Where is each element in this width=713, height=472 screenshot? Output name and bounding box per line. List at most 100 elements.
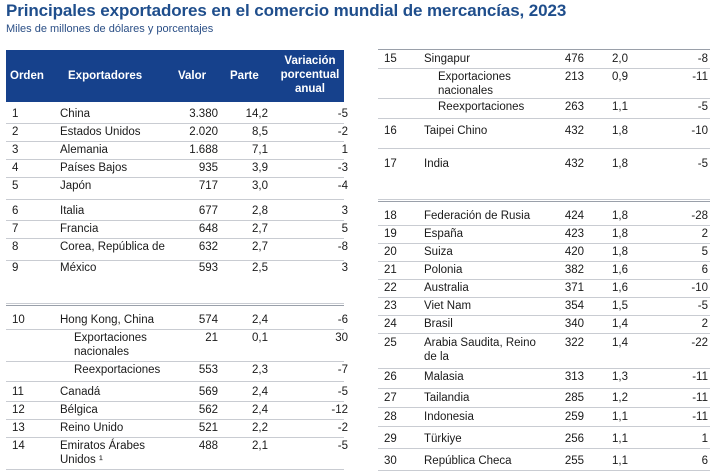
- header-valor: Valor: [178, 70, 207, 82]
- cell-change: 30: [335, 332, 348, 344]
- cell-exporter: Reexportaciones: [438, 101, 525, 113]
- cell-share: 2,0: [612, 53, 628, 65]
- cell-exporter: Francia: [60, 223, 99, 235]
- cell-value: 340: [564, 318, 584, 330]
- cell-value: 313: [564, 371, 584, 383]
- cell-change: -11: [692, 371, 708, 383]
- cell-value: 263: [564, 101, 584, 113]
- cell-rank: 23: [384, 300, 397, 312]
- table-subrow: Exportaciones nacionales 21 0,1 30: [6, 331, 348, 363]
- cell-rank: 4: [12, 162, 19, 174]
- cell-rank: 11: [12, 386, 24, 398]
- cell-change: -8: [697, 53, 708, 65]
- table-row: 13 Reino Unido 521 2,2 -2: [6, 421, 348, 439]
- cell-rank: 18: [384, 210, 397, 222]
- cell-change: 2: [701, 318, 708, 330]
- cell-change: -6: [337, 314, 348, 326]
- cell-value: 322: [564, 337, 584, 349]
- cell-value: 285: [564, 392, 584, 404]
- cell-change: 5: [341, 223, 348, 235]
- cell-exporter: Exportaciones nacionales: [74, 332, 147, 358]
- cell-value: 677: [198, 205, 218, 217]
- row-divider: [378, 225, 710, 226]
- cell-share: 3,9: [252, 162, 268, 174]
- cell-rank: 26: [384, 371, 397, 383]
- row-divider: [378, 333, 710, 334]
- cell-exporter: Reino Unido: [60, 422, 124, 434]
- cell-value: 423: [564, 228, 584, 240]
- row-divider: [378, 315, 710, 316]
- table-row: 26 Malasia 313 1,3 -11: [378, 370, 710, 390]
- cell-change: -5: [337, 108, 348, 120]
- row-divider: [6, 220, 344, 221]
- cell-rank: 21: [384, 264, 397, 276]
- cell-exporter: China: [60, 108, 91, 120]
- cell-rank: 29: [384, 433, 397, 445]
- cell-change: 1: [701, 433, 708, 445]
- cell-exporter: Indonesia: [424, 411, 474, 423]
- cell-value: 562: [198, 404, 218, 416]
- table-row: 3 Alemania 1.688 7,1 1: [6, 143, 348, 161]
- row-divider: [378, 470, 710, 471]
- cell-share: 7,1: [252, 144, 268, 156]
- table-row: 29 Türkiye 256 1,1 1: [378, 432, 710, 450]
- cell-change: -8: [337, 241, 348, 253]
- cell-change: -7: [337, 364, 348, 376]
- row-divider: [378, 148, 710, 149]
- table-row: 30 República Checa 255 1,1 6: [378, 454, 710, 472]
- cell-change: -2: [337, 422, 348, 434]
- cell-rank: 19: [384, 228, 397, 240]
- cell-rank: 14: [12, 440, 25, 452]
- cell-value: 432: [564, 158, 584, 170]
- cell-share: 3,0: [252, 180, 268, 192]
- cell-value: 354: [564, 300, 584, 312]
- row-divider: [6, 361, 344, 362]
- cell-rank: 2: [12, 126, 19, 138]
- cell-share: 14,2: [245, 108, 268, 120]
- cell-rank: 24: [384, 318, 397, 330]
- row-divider: [6, 177, 344, 178]
- table-row: 8 Corea, República de 632 2,7 -8: [6, 240, 348, 262]
- cell-share: 2,4: [252, 386, 268, 398]
- cell-rank: 13: [12, 422, 25, 434]
- cell-share: 1,6: [612, 282, 628, 294]
- cell-exporter: Hong Kong, China: [60, 314, 154, 326]
- cell-exporter: Polonia: [424, 264, 463, 276]
- cell-share: 1,1: [612, 411, 628, 423]
- cell-share: 2,8: [252, 205, 268, 217]
- row-divider: [378, 407, 710, 408]
- cell-value: 648: [198, 223, 218, 235]
- cell-rank: 17: [384, 158, 397, 170]
- row-divider: [378, 368, 710, 369]
- cell-rank: 28: [384, 411, 397, 423]
- cell-share: 2,1: [252, 440, 268, 452]
- cell-change: -5: [697, 158, 708, 170]
- cell-share: 1,2: [612, 392, 628, 404]
- cell-exporter: Federación de Rusia: [424, 210, 531, 222]
- cell-share: 2,7: [252, 223, 268, 235]
- row-divider: [6, 199, 344, 200]
- cell-rank: 8: [12, 241, 19, 253]
- section-divider: [378, 49, 710, 50]
- cell-share: 2,5: [252, 262, 268, 274]
- cell-change: 5: [701, 246, 708, 258]
- cell-change: -5: [697, 101, 708, 113]
- cell-change: 6: [701, 264, 708, 276]
- cell-exporter: Tailandia: [424, 392, 470, 404]
- cell-value: 2.020: [189, 126, 218, 138]
- row-divider: [378, 261, 710, 262]
- cell-change: -12: [331, 404, 348, 416]
- row-divider: [6, 123, 344, 124]
- cell-value: 382: [564, 264, 584, 276]
- cell-value: 213: [564, 71, 584, 83]
- table-row: 25 Arabia Saudita, Reino de la 322 1,4 -22: [378, 336, 710, 370]
- table-row: 2 Estados Unidos 2.020 8,5 -2: [6, 125, 348, 143]
- row-divider: [378, 199, 710, 200]
- cell-share: 1,8: [612, 246, 628, 258]
- table-row: 24 Brasil 340 1,4 2: [378, 317, 710, 335]
- row-divider: [378, 297, 710, 298]
- cell-change: -3: [337, 162, 348, 174]
- cell-share: 2,2: [252, 422, 268, 434]
- table-row: 12 Bélgica 562 2,4 -12: [6, 403, 348, 421]
- table-row: 17 India 432 1,8 -5: [378, 157, 710, 201]
